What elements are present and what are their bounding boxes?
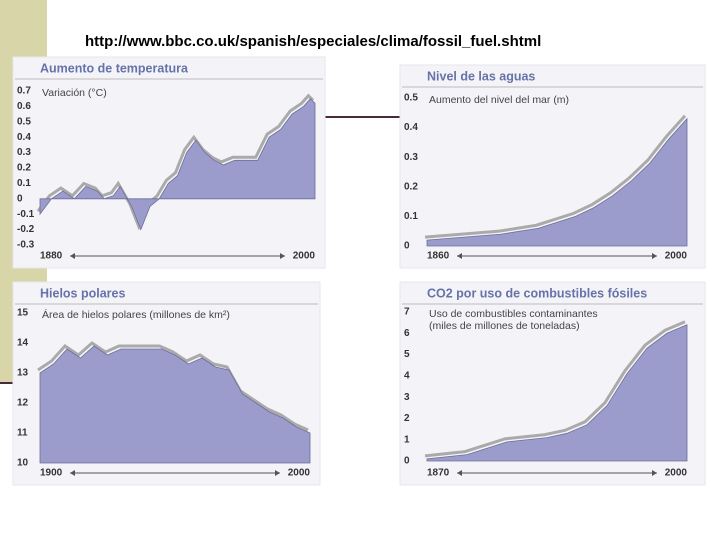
x-tick-label: 2000: [665, 468, 688, 479]
chart-title: Nivel de las aguas: [427, 69, 535, 83]
x-tick-label: 1880: [40, 251, 63, 262]
y-tick-label: 6: [404, 328, 410, 339]
area-shadow: [424, 114, 687, 239]
x-tick-label: 1870: [427, 468, 450, 479]
area: [426, 324, 688, 462]
y-tick-label: -0.2: [17, 224, 35, 235]
y-tick-label: 15: [17, 308, 29, 319]
y-tick-label: 0.1: [17, 178, 31, 189]
y-tick-label: 13: [17, 368, 29, 379]
y-tick-label: 0: [404, 456, 410, 467]
y-tick-label: 1: [404, 434, 410, 445]
x-tick-label: 2000: [665, 251, 688, 262]
x-tick-label: 1900: [40, 468, 63, 479]
area-shadow: [36, 93, 315, 231]
y-tick-label: 14: [17, 338, 29, 349]
y-tick-label: 3: [404, 392, 410, 403]
y-tick-label: 0.6: [17, 101, 31, 112]
y-tick-label: 0.5: [404, 93, 418, 104]
y-axis-label: Aumento del nivel del mar (m): [429, 94, 569, 106]
url: http://www.bbc.co.uk/spanish/especiales/…: [85, 33, 541, 50]
y-tick-label: 0.1: [404, 211, 418, 222]
chart-title: CO2 por uso de combustibles fósiles: [427, 286, 647, 300]
area-shadow: [424, 320, 686, 458]
y-tick-label: 0.2: [404, 181, 418, 192]
x-tick-label: 1860: [427, 251, 450, 262]
y-tick-label: 7: [404, 307, 410, 318]
y-tick-label: 0.3: [404, 152, 418, 163]
y-tick-label: 0.4: [404, 122, 418, 133]
y-axis-label: (miles de millones de toneladas): [429, 320, 580, 332]
y-tick-label: -0.3: [17, 240, 35, 251]
y-tick-label: 0.4: [17, 132, 31, 143]
x-tick-label: 2000: [293, 251, 316, 262]
y-tick-label: 5: [404, 349, 410, 360]
y-tick-label: -0.1: [17, 209, 35, 220]
chart-title: Hielos polares: [40, 286, 125, 300]
y-tick-label: 11: [17, 428, 28, 439]
y-tick-label: 0.5: [17, 116, 31, 127]
y-tick-label: 10: [17, 458, 29, 469]
y-axis-label: Área de hielos polares (millones de km²): [42, 308, 230, 321]
y-axis-label: Uso de combustibles contaminantes: [429, 308, 598, 320]
y-tick-label: 4: [404, 370, 410, 381]
y-axis-label: Variación (°C): [42, 87, 107, 99]
area-shadow: [37, 341, 309, 432]
chart-title: Aumento de temperatura: [40, 61, 189, 75]
y-tick-label: 0: [404, 241, 410, 252]
area: [426, 117, 688, 247]
area: [39, 98, 316, 231]
y-tick-label: 0.2: [17, 163, 31, 174]
x-tick-label: 2000: [288, 468, 311, 479]
y-tick-label: 2: [404, 413, 410, 424]
y-tick-label: 0.7: [17, 86, 31, 97]
y-tick-label: 0.3: [17, 147, 31, 158]
area: [39, 345, 311, 464]
y-tick-label: 0: [17, 193, 23, 204]
y-tick-label: 12: [17, 398, 29, 409]
